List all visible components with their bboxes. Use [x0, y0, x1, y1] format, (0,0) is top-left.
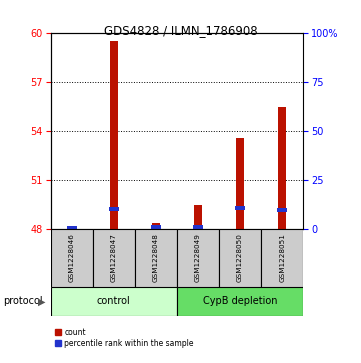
Bar	[277, 208, 287, 212]
Bar	[177, 229, 219, 287]
Bar	[109, 207, 119, 211]
Text: GSM1228049: GSM1228049	[195, 233, 201, 282]
Bar	[51, 229, 93, 287]
Bar	[93, 229, 135, 287]
Legend: count, percentile rank within the sample: count, percentile rank within the sample	[55, 327, 195, 348]
Bar	[110, 41, 117, 229]
Bar	[194, 205, 202, 229]
Bar	[135, 229, 177, 287]
Text: GSM1228048: GSM1228048	[153, 233, 159, 282]
Bar	[261, 229, 303, 287]
Bar	[236, 138, 244, 229]
Text: GSM1228046: GSM1228046	[69, 233, 75, 282]
Text: ▶: ▶	[38, 296, 45, 306]
Text: control: control	[97, 296, 131, 306]
Bar	[193, 225, 203, 229]
Text: GSM1228051: GSM1228051	[279, 233, 285, 282]
Text: GDS4828 / ILMN_1786908: GDS4828 / ILMN_1786908	[104, 24, 257, 37]
Bar	[67, 226, 77, 230]
Bar	[51, 287, 177, 316]
Text: GSM1228047: GSM1228047	[111, 233, 117, 282]
Text: GSM1228050: GSM1228050	[237, 233, 243, 282]
Text: CypB depletion: CypB depletion	[203, 296, 277, 306]
Bar	[68, 228, 75, 229]
Bar	[152, 224, 160, 229]
Bar	[177, 287, 303, 316]
Bar	[235, 206, 245, 210]
Bar	[219, 229, 261, 287]
Text: protocol: protocol	[4, 296, 43, 306]
Bar	[151, 225, 161, 229]
Bar	[278, 107, 286, 229]
